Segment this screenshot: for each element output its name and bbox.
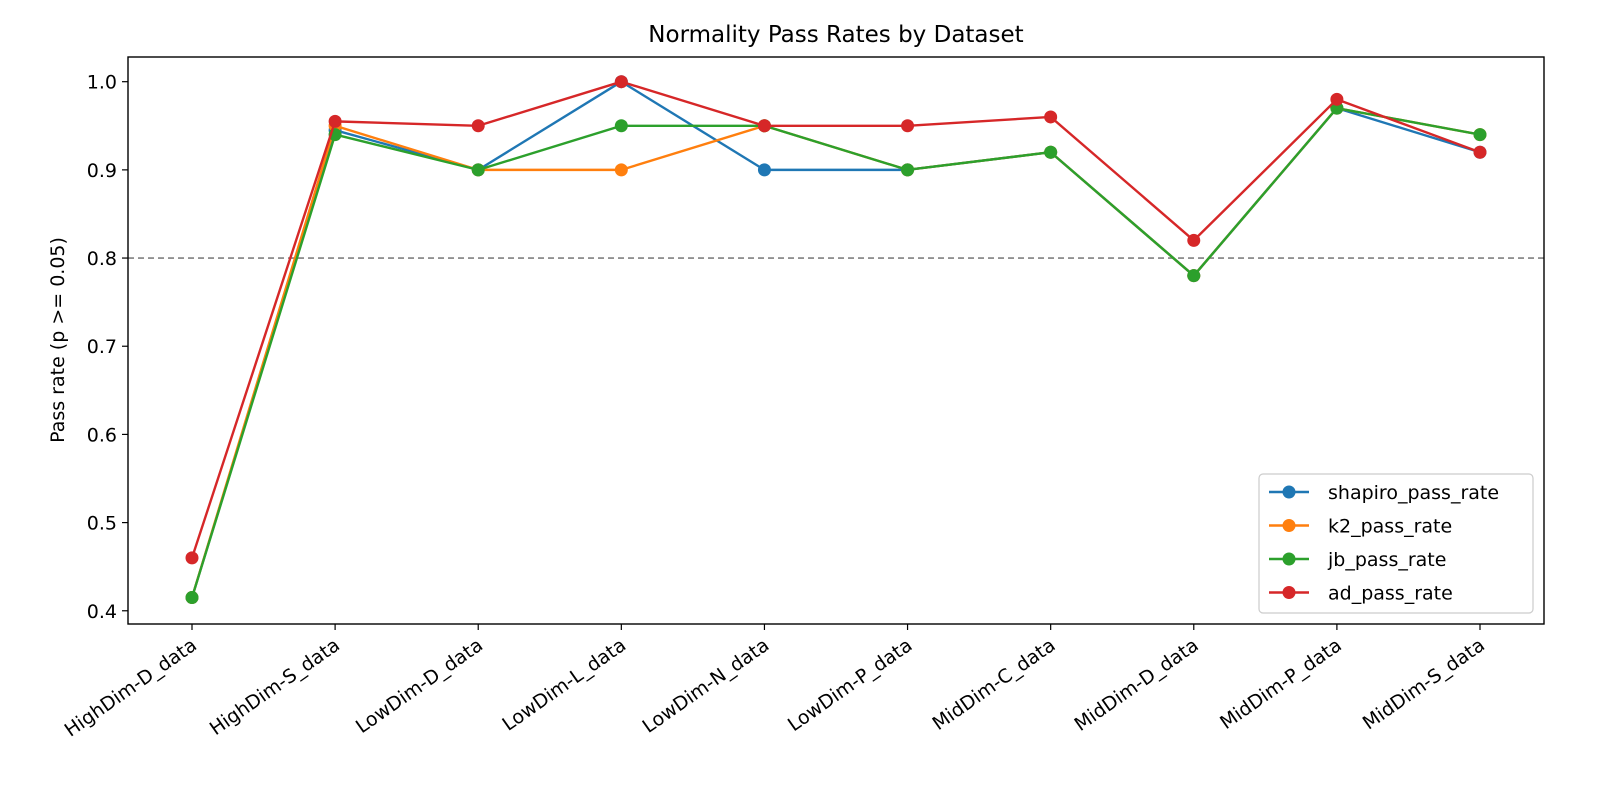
data-point	[1473, 128, 1487, 142]
plot-frame	[127, 56, 1545, 625]
legend-swatch-marker	[1282, 552, 1296, 566]
data-point	[757, 119, 771, 133]
x-tick-label: LowDim-P_data	[784, 634, 917, 736]
data-point	[1044, 145, 1058, 159]
x-tick-label: MidDim-P_data	[1216, 634, 1346, 734]
data-point	[614, 163, 628, 177]
legend-label: jb_pass_rate	[1327, 549, 1446, 571]
data-point	[901, 163, 915, 177]
x-tick-label: LowDim-D_data	[352, 634, 487, 738]
data-point	[471, 119, 485, 133]
legend-label: k2_pass_rate	[1328, 516, 1452, 538]
x-tick-label: LowDim-N_data	[638, 634, 773, 738]
data-point	[757, 163, 771, 177]
x-tick-label: HighDim-S_data	[206, 634, 344, 740]
legend-swatch-marker	[1282, 519, 1296, 532]
x-tick-label: MidDim-D_data	[1070, 634, 1202, 736]
data-point	[1187, 233, 1201, 247]
data-point	[471, 163, 485, 177]
data-point	[614, 75, 628, 89]
legend-swatch-marker	[1282, 485, 1296, 499]
legend-label: ad_pass_rate	[1328, 583, 1453, 605]
plot-area: 0.4 0.5 0.6 0.7 0.8 0.9 1.0 HighDim-D_data HighD…	[61, 56, 1545, 742]
x-tick-label: LowDim-L_data	[498, 634, 630, 736]
data-point	[185, 591, 199, 605]
x-tick-label: MidDim-C_data	[928, 634, 1059, 735]
data-point	[185, 551, 199, 565]
data-point	[901, 119, 915, 133]
y-tick-label: 0.7	[87, 336, 117, 358]
data-point	[328, 114, 342, 128]
series-ad_pass_rate	[185, 75, 1487, 565]
data-point	[1044, 110, 1058, 124]
legend: shapiro_pass_rate k2_pass_rate jb_pass_rat…	[1258, 473, 1534, 614]
y-tick-label: 1.0	[87, 72, 117, 94]
y-tick-label: 0.5	[87, 513, 117, 535]
x-tick-label: HighDim-D_data	[61, 634, 201, 741]
chart-title: Normality Pass Rates by Dataset	[648, 22, 1023, 48]
y-tick-label: 0.4	[87, 601, 117, 623]
data-point	[1187, 269, 1201, 283]
legend-box	[1258, 473, 1534, 614]
series-line	[190, 80, 1481, 559]
y-axis-label: Pass rate (p >= 0.05)	[47, 237, 69, 443]
y-tick-label: 0.6	[87, 424, 117, 446]
y-tick-label: 0.8	[87, 248, 117, 270]
series-line	[190, 106, 1481, 598]
data-point	[1330, 92, 1344, 106]
legend-swatch-marker	[1282, 586, 1296, 599]
data-point	[1473, 145, 1487, 159]
legend-label: shapiro_pass_rate	[1328, 482, 1499, 504]
data-point	[614, 119, 628, 133]
y-tick-label: 0.9	[87, 160, 117, 182]
x-tick-label: MidDim-S_data	[1359, 634, 1489, 734]
